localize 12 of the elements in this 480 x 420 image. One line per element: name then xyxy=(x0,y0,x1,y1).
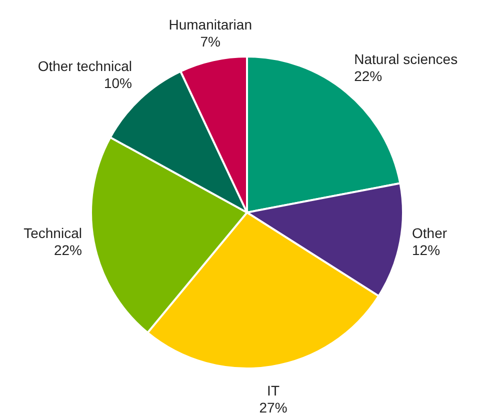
data-label: 22% xyxy=(54,242,82,258)
slice-label: Other technical xyxy=(38,58,132,74)
slice-label: Humanitarian xyxy=(168,16,252,32)
slice-label: Technical xyxy=(24,224,82,241)
slice-label: Natural sciences xyxy=(354,50,458,67)
data-label: 12% xyxy=(412,242,440,258)
slice-label: IT xyxy=(267,382,280,398)
slice-label: Other xyxy=(412,224,448,241)
data-label: 10% xyxy=(104,74,132,91)
data-label: 22% xyxy=(354,68,382,84)
data-label: 7% xyxy=(200,33,220,50)
data-label: 27% xyxy=(259,399,288,416)
